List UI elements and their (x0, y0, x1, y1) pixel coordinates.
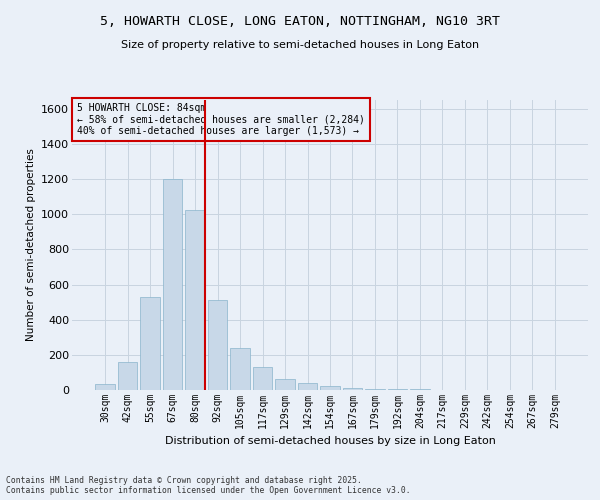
Bar (298, 384, 317, 390)
Bar (388, 389, 407, 390)
Bar (230, 348, 250, 390)
Y-axis label: Number of semi-detached properties: Number of semi-detached properties (26, 148, 35, 342)
Bar (343, 388, 362, 390)
Text: Size of property relative to semi-detached houses in Long Eaton: Size of property relative to semi-detach… (121, 40, 479, 50)
Bar (253, 367, 272, 390)
Text: Contains HM Land Registry data © Crown copyright and database right 2025.
Contai: Contains HM Land Registry data © Crown c… (6, 476, 410, 495)
Text: 5, HOWARTH CLOSE, LONG EATON, NOTTINGHAM, NG10 3RT: 5, HOWARTH CLOSE, LONG EATON, NOTTINGHAM… (100, 15, 500, 28)
Bar (95, 384, 115, 390)
Text: 5 HOWARTH CLOSE: 84sqm
← 58% of semi-detached houses are smaller (2,284)
40% of : 5 HOWARTH CLOSE: 84sqm ← 58% of semi-det… (77, 103, 365, 136)
Bar (118, 362, 137, 390)
Bar (140, 297, 160, 390)
Bar (365, 388, 385, 390)
Bar (185, 210, 205, 390)
Bar (163, 179, 182, 390)
Bar (320, 386, 340, 390)
X-axis label: Distribution of semi-detached houses by size in Long Eaton: Distribution of semi-detached houses by … (164, 436, 496, 446)
Bar (275, 380, 295, 390)
Bar (208, 300, 227, 390)
